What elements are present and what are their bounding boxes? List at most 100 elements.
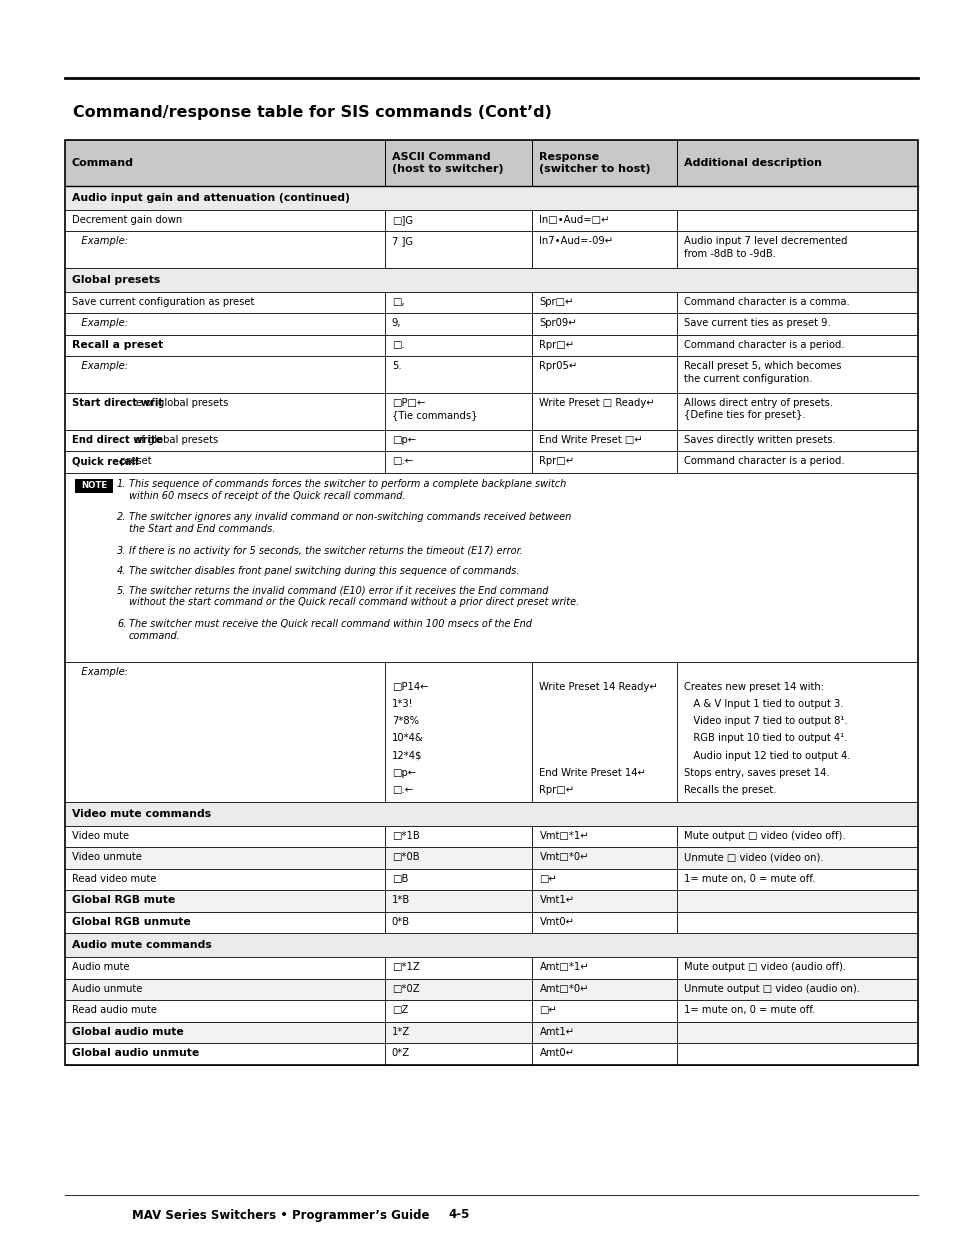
Text: End Write Preset □↵: End Write Preset □↵ [538,435,642,445]
Text: 5.: 5. [392,362,401,372]
Text: Video mute: Video mute [71,831,129,841]
Text: Read video mute: Read video mute [71,873,156,884]
Text: ASCII Command
(host to switcher): ASCII Command (host to switcher) [392,152,503,174]
Text: 9,: 9, [392,319,401,329]
Text: Amt□*0↵: Amt□*0↵ [538,984,588,994]
Text: In7•Aud=-09↵: In7•Aud=-09↵ [538,236,613,246]
Text: MAV Series Switchers • Programmer’s Guide: MAV Series Switchers • Programmer’s Guid… [132,1209,429,1221]
Text: Example:: Example: [71,236,128,246]
Text: Response
(switcher to host): Response (switcher to host) [538,152,650,174]
Text: Recall a preset: Recall a preset [71,340,163,350]
Text: Save current configuration as preset: Save current configuration as preset [71,296,254,306]
Text: Audio mute: Audio mute [71,962,130,972]
Text: 7*8%: 7*8% [392,716,418,726]
Text: Rpr05↵: Rpr05↵ [538,362,578,372]
Bar [65,978,917,1000]
Text: □]G: □]G [392,215,413,225]
Text: Decrement gain down: Decrement gain down [71,215,182,225]
Text: Mute output □ video (video off).: Mute output □ video (video off). [683,831,845,841]
Text: RGB input 10 tied to output 4¹.: RGB input 10 tied to output 4¹. [683,734,847,743]
Text: Unmute output □ video (audio on).: Unmute output □ video (audio on). [683,984,860,994]
Text: □↵: □↵ [538,1005,557,1015]
Text: Video input 7 tied to output 8¹.: Video input 7 tied to output 8¹. [683,716,847,726]
Text: Vmt□*1↵: Vmt□*1↵ [538,831,588,841]
Text: This sequence of commands forces the switcher to perform a complete backplane sw: This sequence of commands forces the swi… [129,479,566,500]
Text: □↵: □↵ [538,873,557,884]
Text: The switcher ignores any invalid command or non-switching commands received betw: The switcher ignores any invalid command… [129,513,571,534]
Text: Global audio mute: Global audio mute [71,1026,184,1037]
Text: 1.: 1. [117,479,126,489]
Text: If there is no activity for 5 seconds, the switcher returns the timeout (E17) er: If there is no activity for 5 seconds, t… [129,546,522,556]
Text: Example:: Example: [71,667,128,677]
Text: Audio unmute: Audio unmute [71,984,142,994]
Text: □*0Z: □*0Z [392,984,419,994]
Text: Vmt0↵: Vmt0↵ [538,916,574,926]
Bar [65,802,917,825]
Text: Command character is a period.: Command character is a period. [683,340,844,350]
Text: Vmt□*0↵: Vmt□*0↵ [538,852,588,862]
Text: Command character is a comma.: Command character is a comma. [683,296,849,306]
Text: End direct write: End direct write [71,435,162,445]
Text: Save current ties as preset 9.: Save current ties as preset 9. [683,319,830,329]
Text: Audio input 12 tied to output 4.: Audio input 12 tied to output 4. [683,751,850,761]
Text: □.←: □.← [392,785,413,795]
Text: Audio input gain and attenuation (continued): Audio input gain and attenuation (contin… [71,193,350,203]
Text: 1*B: 1*B [392,895,410,905]
Text: 5.: 5. [117,585,126,595]
Text: Example:: Example: [71,319,128,329]
Text: Recalls the preset.: Recalls the preset. [683,785,776,795]
Text: 4-5: 4-5 [448,1209,469,1221]
Text: 10*4&: 10*4& [392,734,423,743]
Text: □p←: □p← [392,435,416,445]
Text: 2.: 2. [117,513,126,522]
Text: e of global presets: e of global presets [135,398,228,408]
Text: Amt0↵: Amt0↵ [538,1049,574,1058]
Text: 1= mute on, 0 = mute off.: 1= mute on, 0 = mute off. [683,873,815,884]
Text: Global RGB mute: Global RGB mute [71,895,175,905]
Text: Additional description: Additional description [683,158,821,168]
Text: □B: □B [392,873,408,884]
Text: 0*Z: 0*Z [392,1049,410,1058]
Text: □Z: □Z [392,1005,408,1015]
Bar [65,140,917,186]
Text: Audio input 7 level decremented
from -8dB to -9dB.: Audio input 7 level decremented from -8d… [683,236,847,258]
Text: Mute output □ video (audio off).: Mute output □ video (audio off). [683,962,845,972]
Text: Spr□↵: Spr□↵ [538,296,574,306]
Text: Command: Command [71,158,133,168]
Text: 4.: 4. [117,566,126,576]
Text: Start direct writ: Start direct writ [71,398,163,408]
Bar [65,140,917,1065]
Text: □p←: □p← [392,768,416,778]
Text: 3.: 3. [117,546,126,556]
Text: Creates new preset 14 with:: Creates new preset 14 with: [683,682,823,692]
Text: The switcher disables front panel switching during this sequence of commands.: The switcher disables front panel switch… [129,566,519,576]
Bar [75,479,112,493]
Text: □*1Z: □*1Z [392,962,419,972]
Text: 1*3!: 1*3! [392,699,413,709]
Text: Rpr□↵: Rpr□↵ [538,785,574,795]
Text: Write Preset 14 Ready↵: Write Preset 14 Ready↵ [538,682,658,692]
Text: □.: □. [392,340,404,350]
Bar [65,890,917,911]
Text: Command/response table for SIS commands (Cont’d): Command/response table for SIS commands … [73,105,551,120]
Text: □P□←
{Tie commands}: □P□← {Tie commands} [392,398,477,420]
Text: End Write Preset 14↵: End Write Preset 14↵ [538,768,645,778]
Text: The switcher must receive the Quick recall command within 100 msecs of the End
c: The switcher must receive the Quick reca… [129,619,532,641]
Text: Write Preset □ Ready↵: Write Preset □ Ready↵ [538,398,655,408]
Text: Example:: Example: [71,362,128,372]
Text: The switcher returns the invalid command (E10) error if it receives the End comm: The switcher returns the invalid command… [129,585,578,608]
Text: Amt□*1↵: Amt□*1↵ [538,962,588,972]
Text: □*1B: □*1B [392,831,419,841]
Text: Global audio unmute: Global audio unmute [71,1049,199,1058]
Bar [65,1021,917,1044]
Text: 0*B: 0*B [392,916,410,926]
Text: Quick recall: Quick recall [71,456,138,467]
Text: Command character is a period.: Command character is a period. [683,456,844,467]
Text: Rpr□↵: Rpr□↵ [538,340,574,350]
Text: □P14←: □P14← [392,682,428,692]
Bar [65,186,917,210]
Text: Audio mute commands: Audio mute commands [71,940,212,950]
Text: □.←: □.← [392,456,413,467]
Text: 12*4$: 12*4$ [392,751,422,761]
Text: Video unmute: Video unmute [71,852,142,862]
